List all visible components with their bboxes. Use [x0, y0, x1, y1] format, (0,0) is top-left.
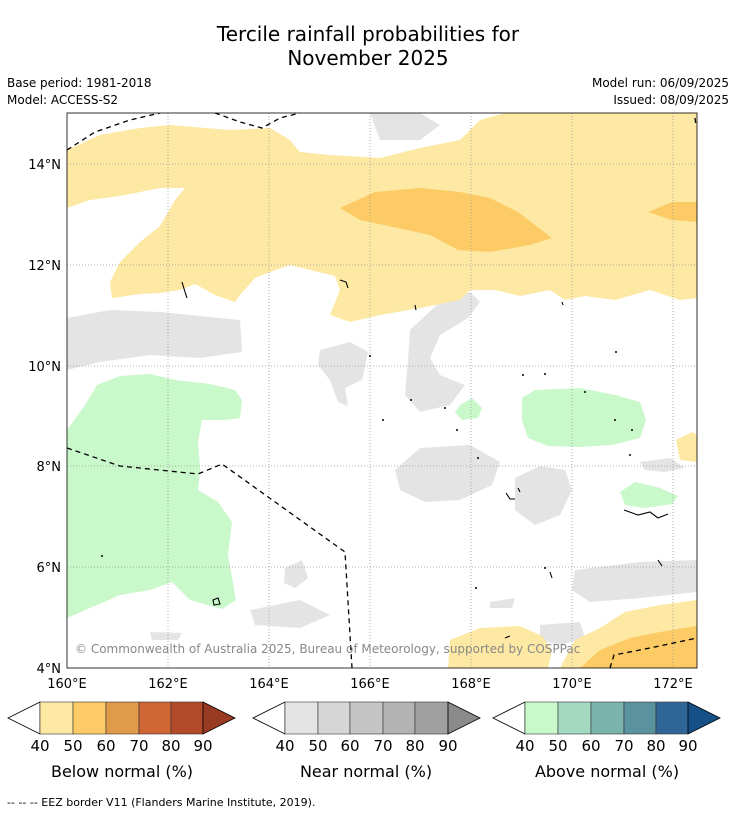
- near-tick: 80: [405, 737, 424, 755]
- above-tick: 90: [678, 737, 697, 755]
- colorbar-below: 40 50 60 70 80 90: [7, 701, 236, 755]
- below-swatch: [170, 701, 204, 735]
- above-arrow-high: [687, 701, 721, 735]
- above-normal-40-50-regions: [67, 374, 678, 618]
- latitude-labels: 14°N 12°N 10°N 8°N 6°N 4°N: [28, 158, 61, 677]
- below-swatch: [39, 701, 74, 735]
- meta-left: Base period: 1981-2018 Model: ACCESS-S2: [7, 75, 152, 109]
- above-swatch: [524, 701, 559, 735]
- map-frame: [66, 112, 698, 669]
- lon-label: 172°E: [653, 677, 693, 692]
- below-normal-50-60-regions: [340, 188, 697, 668]
- lat-label: 6°N: [37, 561, 62, 576]
- above-tick: 40: [515, 737, 534, 755]
- lat-label: 8°N: [37, 460, 62, 475]
- lon-label: 164°E: [249, 677, 289, 692]
- below-swatch: [105, 701, 140, 735]
- near-swatch: [284, 701, 319, 735]
- lon-label: 162°E: [148, 677, 188, 692]
- above-swatch: [655, 701, 689, 735]
- below-arrow-high: [202, 701, 236, 735]
- near-tick: 50: [308, 737, 327, 755]
- below-swatch: [138, 701, 172, 735]
- near-arrow-high: [447, 701, 481, 735]
- above-swatch: [557, 701, 592, 735]
- graticule: [67, 113, 697, 668]
- eez-footnote: -- -- -- EEZ border V11 (Flanders Marine…: [7, 796, 316, 809]
- longitude-labels: 160°E 162°E 164°E 166°E 168°E 170°E 172°…: [47, 677, 693, 692]
- lat-label: 4°N: [37, 662, 62, 677]
- lat-label: 14°N: [28, 158, 61, 173]
- island-dots: [101, 351, 633, 589]
- below-normal-label: Below normal (%): [50, 762, 194, 781]
- colorbar-near: 40 50 60 70 80 90: [252, 701, 481, 755]
- near-tick: 70: [373, 737, 392, 755]
- below-arrow-low: [7, 701, 41, 735]
- above-normal-label: Above normal (%): [534, 762, 680, 781]
- near-tick: 40: [275, 737, 294, 755]
- lon-label: 160°E: [47, 677, 87, 692]
- copyright-text: © Commonwealth of Australia 2025, Bureau…: [75, 642, 580, 656]
- near-swatch: [414, 701, 449, 735]
- near-swatch: [317, 701, 351, 735]
- below-tick: 60: [96, 737, 115, 755]
- below-tick: 90: [193, 737, 212, 755]
- below-tick: 50: [63, 737, 82, 755]
- map-title: Tercile rainfall probabilities for Novem…: [0, 22, 736, 70]
- eez-borders: [67, 113, 697, 668]
- lon-label: 170°E: [552, 677, 592, 692]
- colorbar-above: 40 50 60 70 80 90: [492, 701, 721, 755]
- lon-label: 166°E: [350, 677, 390, 692]
- near-swatch: [349, 701, 384, 735]
- near-tick: 90: [438, 737, 457, 755]
- near-swatch: [382, 701, 416, 735]
- title-line-2: November 2025: [287, 46, 449, 70]
- above-swatch: [590, 701, 625, 735]
- lat-label: 10°N: [28, 360, 61, 375]
- below-tick: 80: [161, 737, 180, 755]
- title-line-1: Tercile rainfall probabilities for: [216, 22, 520, 46]
- below-swatch: [72, 701, 107, 735]
- issued-date: Issued: 08/09/2025: [613, 93, 729, 107]
- islands: [181, 279, 669, 639]
- near-normal-label: Near normal (%): [299, 762, 433, 781]
- near-tick: 60: [340, 737, 359, 755]
- above-arrow-low: [492, 701, 526, 735]
- model-run: Model run: 06/09/2025: [591, 76, 729, 90]
- near-arrow-low: [252, 701, 286, 735]
- above-tick: 70: [614, 737, 633, 755]
- meta-right: Model run: 06/09/2025 Issued: 08/09/2025: [592, 75, 729, 109]
- below-tick: 40: [30, 737, 49, 755]
- lon-label: 168°E: [451, 677, 491, 692]
- below-tick: 70: [129, 737, 148, 755]
- above-tick: 60: [581, 737, 600, 755]
- base-period: Base period: 1981-2018: [7, 76, 152, 90]
- model-name: Model: ACCESS-S2: [7, 93, 119, 107]
- plot-area: © Commonwealth of Australia 2025, Bureau…: [67, 113, 697, 668]
- above-swatch: [623, 701, 657, 735]
- above-tick: 50: [548, 737, 567, 755]
- lat-label: 12°N: [28, 259, 61, 274]
- above-tick: 80: [646, 737, 665, 755]
